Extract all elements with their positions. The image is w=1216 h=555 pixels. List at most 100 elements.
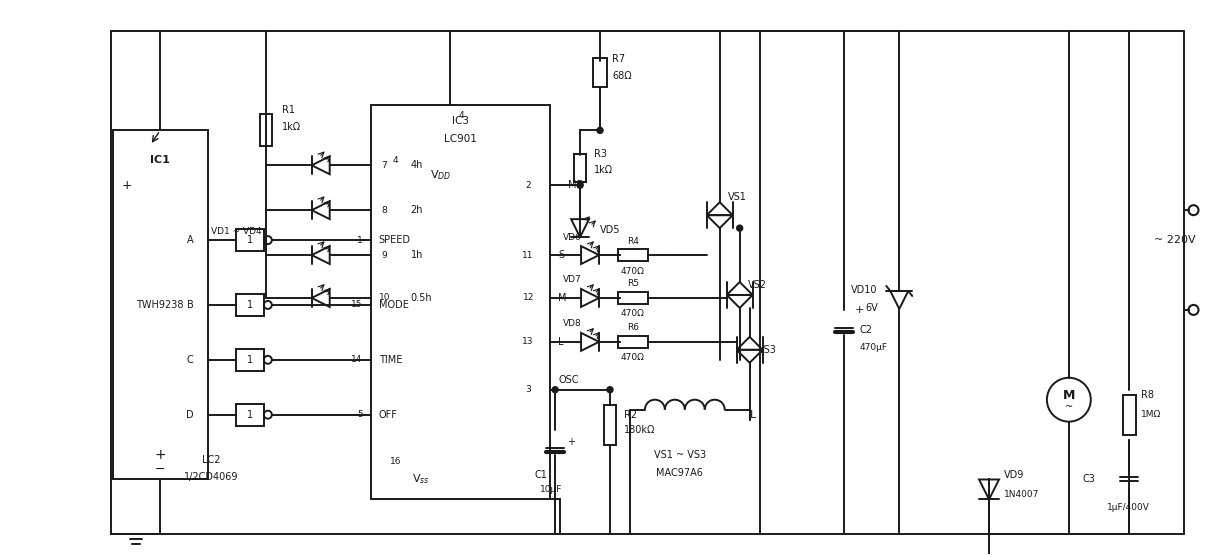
Text: 3: 3 [525, 385, 531, 394]
Text: ~: ~ [1065, 402, 1073, 412]
Text: 1μF/400V: 1μF/400V [1108, 503, 1150, 512]
Circle shape [578, 182, 582, 188]
Text: 11: 11 [523, 250, 534, 260]
Text: L: L [558, 337, 564, 347]
Text: S: S [558, 250, 564, 260]
Text: 470Ω: 470Ω [621, 309, 644, 319]
Text: VD9: VD9 [1004, 470, 1024, 480]
Text: L: L [749, 410, 756, 420]
Text: M: M [558, 293, 567, 303]
Text: V$_{DD}$: V$_{DD}$ [429, 168, 451, 182]
Text: 1kΩ: 1kΩ [595, 165, 613, 175]
Text: 1: 1 [247, 410, 253, 420]
Bar [236, 229, 264, 251]
Text: R1: R1 [282, 105, 294, 115]
Text: 2h: 2h [411, 205, 423, 215]
Text: 1: 1 [356, 235, 362, 245]
Text: 0.5h: 0.5h [411, 293, 432, 303]
Text: 1: 1 [247, 355, 253, 365]
Text: C3: C3 [1082, 475, 1096, 485]
Text: 15: 15 [351, 300, 362, 310]
Text: C2: C2 [860, 325, 872, 335]
Text: LC901: LC901 [444, 134, 477, 144]
Text: VD6: VD6 [563, 233, 581, 241]
Circle shape [597, 128, 603, 133]
Text: VS2: VS2 [748, 280, 767, 290]
Text: R8: R8 [1141, 390, 1154, 400]
Text: 180kΩ: 180kΩ [624, 425, 655, 435]
Bar [236, 294, 264, 316]
Text: 470μF: 470μF [860, 344, 888, 352]
Text: B: B [187, 300, 193, 310]
Text: TIME: TIME [378, 355, 402, 365]
Circle shape [607, 387, 613, 393]
Bar [1122, 395, 1136, 435]
Text: 14: 14 [351, 355, 362, 364]
Bar [371, 105, 550, 499]
Text: VS3: VS3 [758, 345, 777, 355]
Bar [604, 405, 617, 445]
Text: C1: C1 [535, 470, 547, 480]
Text: TWH9238: TWH9238 [136, 300, 184, 310]
Text: R2: R2 [624, 410, 637, 420]
Text: VS1: VS1 [728, 192, 747, 202]
Text: VD1 ~ VD4: VD1 ~ VD4 [210, 226, 261, 236]
Text: SPEED: SPEED [378, 235, 411, 245]
Bar [260, 114, 272, 147]
Text: +: + [122, 179, 133, 191]
Text: 470Ω: 470Ω [621, 266, 644, 275]
Text: ~ 220V: ~ 220V [1154, 235, 1195, 245]
Text: 4h: 4h [411, 160, 423, 170]
Text: V$_{ss}$: V$_{ss}$ [412, 473, 429, 486]
Text: VD10: VD10 [851, 285, 878, 295]
Text: 10μF: 10μF [540, 485, 562, 494]
Text: VD7: VD7 [563, 275, 581, 285]
Text: OSC: OSC [558, 375, 579, 385]
Bar [618, 336, 648, 348]
Text: 9: 9 [382, 250, 388, 260]
Text: 1MΩ: 1MΩ [1141, 410, 1161, 419]
Text: 68Ω: 68Ω [612, 70, 631, 80]
Text: 8: 8 [382, 206, 388, 215]
Text: MODE: MODE [378, 300, 409, 310]
Text: 7: 7 [382, 161, 388, 170]
Text: IC3: IC3 [452, 117, 469, 127]
Text: R5: R5 [627, 280, 638, 289]
Text: OFF: OFF [378, 410, 398, 420]
Text: C: C [187, 355, 193, 365]
Text: 1: 1 [247, 235, 253, 245]
Text: R6: R6 [627, 324, 638, 332]
Text: A: A [187, 235, 193, 245]
Text: 1h: 1h [411, 250, 423, 260]
Text: IC1: IC1 [151, 155, 170, 165]
Text: 1: 1 [247, 300, 253, 310]
Text: +: + [154, 447, 165, 462]
Text: 5: 5 [356, 410, 362, 419]
Bar [236, 349, 264, 371]
Circle shape [737, 225, 743, 231]
Text: 2: 2 [525, 181, 531, 190]
Text: 1kΩ: 1kΩ [282, 122, 300, 133]
Text: 12: 12 [523, 294, 534, 302]
Text: 13: 13 [523, 337, 534, 346]
Text: −: − [154, 463, 165, 476]
Bar [236, 403, 264, 426]
Bar [113, 130, 208, 480]
Text: R4: R4 [627, 236, 638, 246]
Text: VD5: VD5 [599, 225, 620, 235]
Text: VD8: VD8 [563, 319, 581, 329]
Text: R3: R3 [595, 149, 607, 159]
Text: +: + [567, 437, 575, 447]
Text: 470Ω: 470Ω [621, 354, 644, 362]
Bar [593, 58, 607, 88]
Text: +: + [855, 305, 863, 315]
Text: R7: R7 [612, 53, 625, 64]
Bar [618, 249, 648, 261]
Text: 10: 10 [379, 294, 390, 302]
Text: 16: 16 [390, 457, 401, 466]
Bar [618, 292, 648, 304]
Text: M: M [1063, 389, 1075, 402]
Text: D: D [186, 410, 193, 420]
Circle shape [552, 387, 558, 393]
Text: MAC97A6: MAC97A6 [657, 467, 703, 477]
